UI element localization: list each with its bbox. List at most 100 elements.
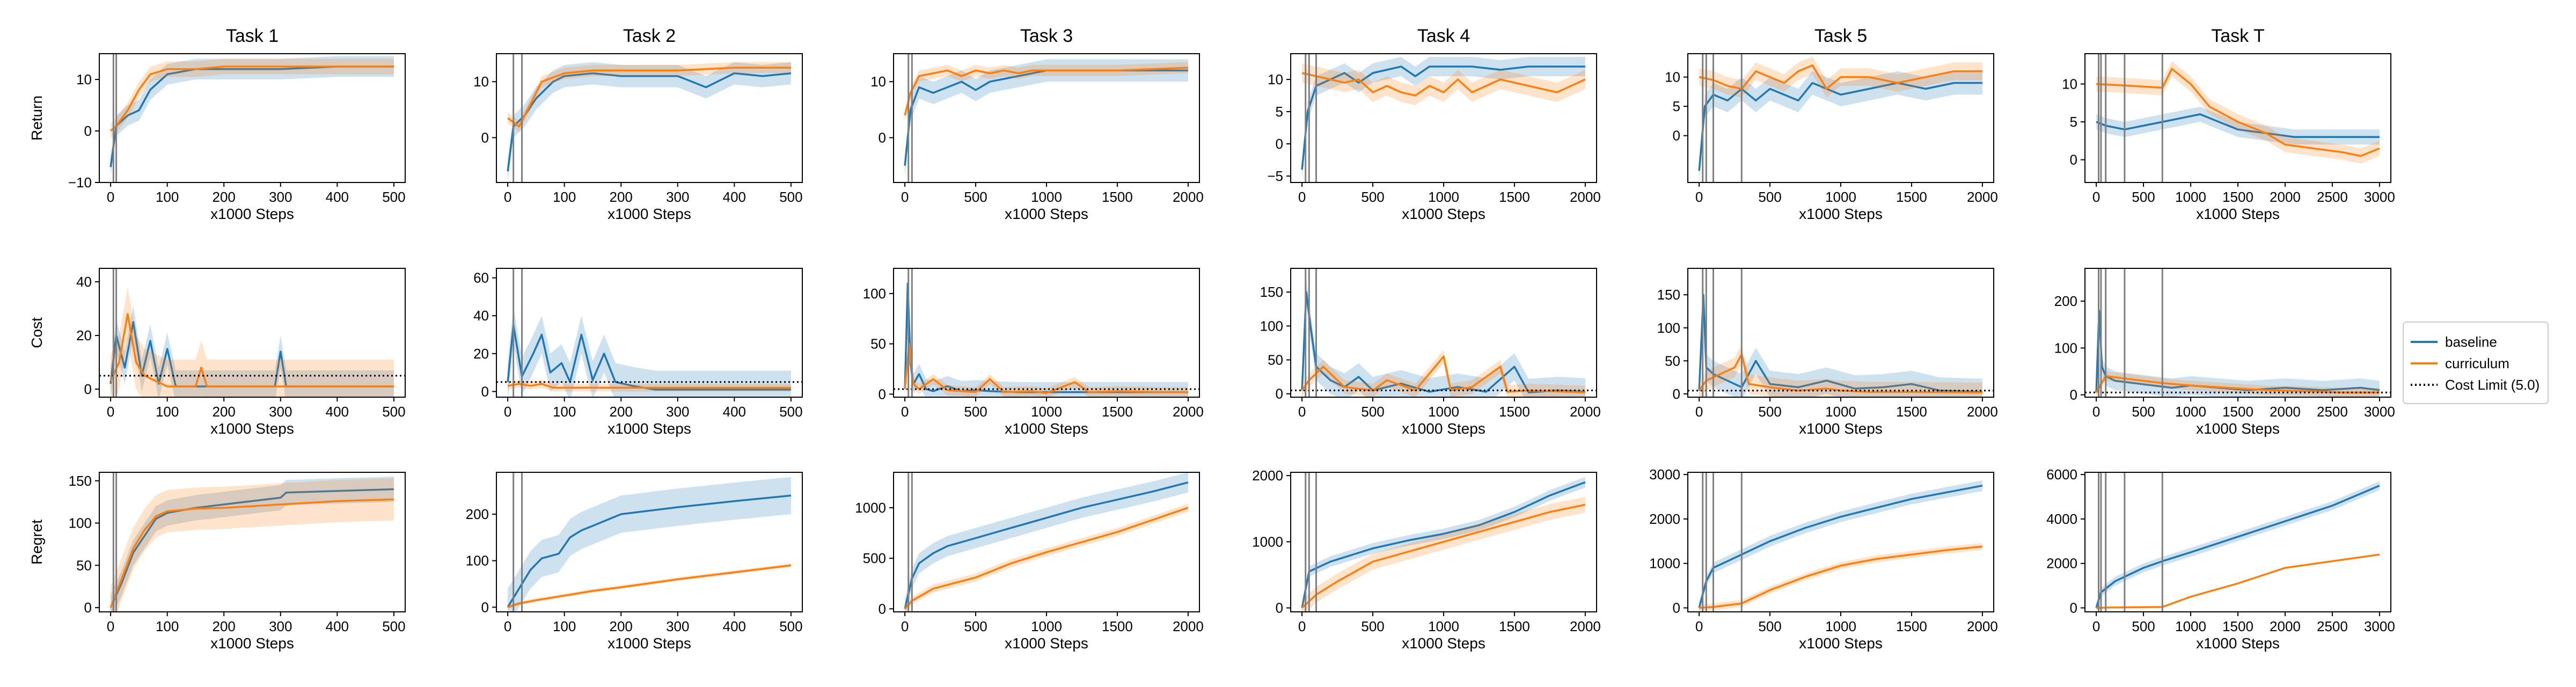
x-tick-label: 1500 xyxy=(2222,404,2253,420)
y-tick-label: 10 xyxy=(1268,71,1283,87)
x-tick-label: 300 xyxy=(666,404,689,420)
x-axis-label: x1000 Steps xyxy=(608,420,691,437)
x-tick-label: 500 xyxy=(1758,618,1781,634)
x-tick-label: 2000 xyxy=(1570,618,1601,634)
x-tick-label: 2000 xyxy=(1967,618,1998,634)
series-line-curriculum xyxy=(109,313,394,388)
axes-frame xyxy=(496,472,803,612)
y-tick-label: 10 xyxy=(1665,69,1680,85)
series-line-baseline xyxy=(904,481,1189,609)
x-tick-label: 0 xyxy=(1695,189,1703,205)
axes-frame xyxy=(99,53,406,183)
y-tick-label: 150 xyxy=(69,473,92,489)
y-tick-label: 5 xyxy=(1276,104,1283,120)
series-band-curriculum xyxy=(111,478,394,612)
x-tick-label: 1000 xyxy=(1031,618,1062,634)
subplot: 0 500 1000 1500 2000 x1000 Steps 0 1000 2000 xyxy=(1252,467,1601,652)
series-band-curriculum xyxy=(1302,496,1585,612)
series-line-baseline xyxy=(1301,291,1585,393)
series-band-baseline xyxy=(111,306,394,397)
series-line-baseline xyxy=(507,324,791,391)
series-band-baseline xyxy=(508,477,791,612)
x-tick-label: 400 xyxy=(326,189,349,205)
x-tick-label: 200 xyxy=(610,618,633,634)
panel-title: Task T xyxy=(2211,26,2265,46)
y-tick-label: 50 xyxy=(1665,353,1680,369)
y-tick-label: 0 xyxy=(481,599,489,615)
subplot: 0 500 1000 1500 2000 2500 3000 x1000 Steps 0 2000… xyxy=(2046,466,2395,652)
panel-title: Task 1 xyxy=(226,26,279,46)
y-tick-label: 40 xyxy=(473,308,489,324)
y-tick-label: 100 xyxy=(69,515,92,531)
x-tick-label: 500 xyxy=(1361,189,1384,205)
x-tick-label: 1500 xyxy=(1896,618,1927,634)
series-line-curriculum xyxy=(904,67,1188,116)
x-tick-label: 500 xyxy=(779,189,802,205)
y-tick-label: 50 xyxy=(76,557,92,573)
series-band-baseline xyxy=(905,59,1188,177)
x-tick-label: 1000 xyxy=(2175,404,2206,420)
x-tick-label: 1000 xyxy=(2175,618,2206,634)
x-tick-label: 0 xyxy=(2092,189,2100,205)
x-tick-label: 1500 xyxy=(1896,189,1927,205)
y-tick-label: 0 xyxy=(1673,128,1680,144)
series-band-curriculum xyxy=(1302,349,1585,397)
x-tick-label: 1500 xyxy=(1499,404,1530,420)
y-tick-label: 0 xyxy=(1276,136,1283,152)
x-tick-label: 1500 xyxy=(1499,618,1530,634)
x-tick-label: 2000 xyxy=(2270,189,2301,205)
series-line-baseline xyxy=(1698,82,1982,171)
series-line-curriculum xyxy=(2095,375,2380,394)
series-band-curriculum xyxy=(2096,61,2380,164)
y-tick-label: 0 xyxy=(481,130,489,146)
y-tick-label: 10 xyxy=(76,71,92,87)
x-tick-label: 300 xyxy=(666,189,689,205)
x-tick-label: 500 xyxy=(1758,404,1781,420)
series-band-curriculum xyxy=(111,287,394,397)
x-tick-label: 2500 xyxy=(2317,618,2348,634)
x-tick-label: 500 xyxy=(1361,618,1384,634)
y-tick-label: −5 xyxy=(1267,168,1283,184)
x-tick-label: 2000 xyxy=(1570,404,1601,420)
x-tick-label: 2000 xyxy=(2270,404,2301,420)
x-tick-label: 500 xyxy=(2132,189,2155,205)
series-line-baseline xyxy=(904,282,1188,393)
series-line-baseline xyxy=(1301,481,1586,608)
subplot: 0 500 1000 1500 2000 x1000 Steps 0 1000 2000 3000 xyxy=(1649,466,1998,652)
x-tick-label: 1500 xyxy=(1102,618,1133,634)
series-line-curriculum xyxy=(1301,72,1586,97)
y-tick-label: 20 xyxy=(473,346,489,362)
panel-title: Task 5 xyxy=(1814,26,1867,46)
y-tick-label: 0 xyxy=(879,130,886,146)
series-line-baseline xyxy=(507,494,792,608)
series-band-baseline xyxy=(508,306,791,397)
series-band-baseline xyxy=(508,62,791,182)
y-tick-label: 100 xyxy=(1260,318,1283,334)
x-axis-label: x1000 Steps xyxy=(608,206,691,222)
series-line-baseline xyxy=(2095,485,2380,609)
x-tick-label: 0 xyxy=(1298,404,1306,420)
x-tick-label: 0 xyxy=(1298,618,1306,634)
series-line-curriculum xyxy=(109,65,394,132)
x-tick-label: 200 xyxy=(213,618,236,634)
y-axis-label: Cost xyxy=(28,317,45,348)
x-tick-label: 500 xyxy=(964,404,987,420)
series-band-curriculum xyxy=(2096,553,2380,609)
x-tick-label: 2000 xyxy=(1173,618,1204,634)
x-tick-label: 1000 xyxy=(1031,404,1062,420)
legend-frame xyxy=(2403,321,2549,404)
y-tick-label: 0 xyxy=(1276,600,1283,616)
x-tick-label: 0 xyxy=(901,189,909,205)
subplot: 0 100 200 300 400 500 x1000 Steps 0 100 200 xyxy=(466,472,803,652)
x-axis-label: x1000 Steps xyxy=(2196,635,2280,652)
x-tick-label: 2000 xyxy=(1967,404,1998,420)
series-line-curriculum xyxy=(1301,503,1586,609)
y-tick-label: 5 xyxy=(1673,98,1680,114)
x-axis-label: x1000 Steps xyxy=(1799,635,1883,652)
x-tick-label: 2000 xyxy=(1967,189,1998,205)
y-tick-label: 6000 xyxy=(2046,466,2077,483)
subplot: 0 500 1000 1500 2000 2500 3000 x1000 Steps 0 100 2… xyxy=(2054,268,2395,437)
series-line-curriculum xyxy=(507,564,792,608)
x-tick-label: 1000 xyxy=(1825,189,1856,205)
